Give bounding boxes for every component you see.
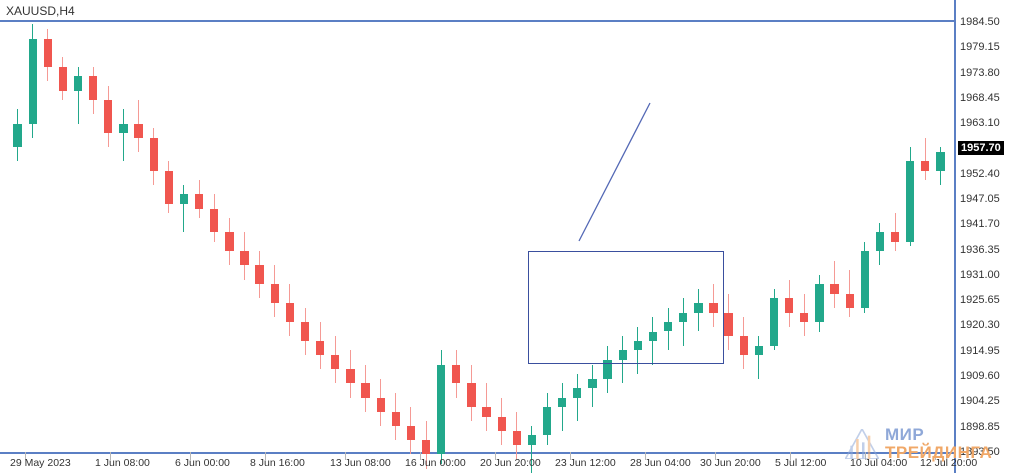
bottom-axis-line (0, 452, 954, 454)
x-axis-date-label: 28 Jun 04:00 (630, 457, 691, 469)
candle-wick (925, 138, 926, 181)
bearish-candle[interactable] (392, 412, 400, 426)
consolidation-rectangle[interactable] (528, 251, 724, 364)
price-tick-label: 1947.05 (960, 193, 1018, 205)
candle-wick (758, 336, 759, 379)
bullish-candle[interactable] (861, 251, 869, 308)
watermark-line1: МИР (885, 426, 992, 444)
price-tick-label: 1968.45 (960, 92, 1018, 104)
bearish-candle[interactable] (165, 171, 173, 204)
bearish-candle[interactable] (513, 431, 521, 445)
bullish-candle[interactable] (770, 298, 778, 345)
x-axis-date-label: 23 Jun 12:00 (555, 457, 616, 469)
price-tick-label: 1909.60 (960, 370, 1018, 382)
price-tick-label: 1979.15 (960, 41, 1018, 53)
bearish-candle[interactable] (89, 76, 97, 100)
price-tick-label: 1920.30 (960, 319, 1018, 331)
bullish-candle[interactable] (543, 407, 551, 435)
bullish-candle[interactable] (180, 194, 188, 203)
price-tick-label: 1925.65 (960, 294, 1018, 306)
bullish-candle[interactable] (588, 379, 596, 388)
x-axis-date-label: 16 Jun 00:00 (405, 457, 466, 469)
bearish-candle[interactable] (740, 336, 748, 355)
bearish-candle[interactable] (286, 303, 294, 322)
x-axis-date-label: 13 Jun 08:00 (330, 457, 391, 469)
bullish-candle[interactable] (573, 388, 581, 397)
current-price-label: 1957.70 (958, 141, 1004, 155)
x-axis-date-label: 20 Jun 20:00 (480, 457, 541, 469)
bearish-candle[interactable] (240, 251, 248, 265)
bullish-candle[interactable] (528, 435, 536, 444)
price-tick-label: 1963.10 (960, 117, 1018, 129)
top-axis-line (0, 20, 954, 22)
bearish-candle[interactable] (891, 232, 899, 241)
x-axis-date-label: 6 Jun 00:00 (175, 457, 230, 469)
price-tick-label: 1941.70 (960, 218, 1018, 230)
bearish-candle[interactable] (59, 67, 67, 91)
price-tick-label: 1936.35 (960, 244, 1018, 256)
x-axis-date-label: 8 Jun 16:00 (250, 457, 305, 469)
chart-window: XAUUSD,H4 1984.50 1979.15 1973.80 1968.45 19… (0, 0, 1024, 473)
bearish-candle[interactable] (498, 417, 506, 431)
bullish-candle[interactable] (876, 232, 884, 251)
watermark-line2: ТРЕЙДИНГА (885, 444, 992, 462)
x-axis-date-label: 30 Jun 20:00 (700, 457, 761, 469)
bullish-candle[interactable] (74, 76, 82, 90)
trading-logo-icon (845, 429, 879, 459)
bearish-candle[interactable] (104, 100, 112, 133)
price-tick-label: 1931.00 (960, 269, 1018, 281)
bearish-candle[interactable] (271, 284, 279, 303)
candle-wick (562, 383, 563, 430)
bearish-candle[interactable] (44, 39, 52, 67)
bearish-candle[interactable] (331, 355, 339, 369)
bearish-candle[interactable] (195, 194, 203, 208)
bearish-candle[interactable] (846, 294, 854, 308)
candle-wick (183, 185, 184, 232)
bullish-candle[interactable] (755, 346, 763, 355)
x-axis-date-label: 5 Jul 12:00 (775, 457, 826, 469)
bearish-candle[interactable] (255, 265, 263, 284)
bearish-candle[interactable] (210, 209, 218, 233)
bearish-candle[interactable] (467, 383, 475, 407)
bullish-candle[interactable] (437, 365, 445, 455)
price-tick-label: 1952.40 (960, 168, 1018, 180)
bullish-candle[interactable] (13, 124, 21, 148)
trend-line (0, 0, 1024, 473)
bearish-candle[interactable] (225, 232, 233, 251)
bearish-candle[interactable] (316, 341, 324, 355)
bearish-candle[interactable] (724, 313, 732, 337)
x-axis-date-label: 1 Jun 08:00 (95, 457, 150, 469)
candle-wick (577, 374, 578, 421)
bearish-candle[interactable] (407, 426, 415, 440)
price-tick-label: 1904.25 (960, 395, 1018, 407)
bearish-candle[interactable] (377, 398, 385, 412)
price-tick-label: 1984.50 (960, 16, 1018, 28)
bullish-candle[interactable] (29, 39, 37, 124)
bearish-candle[interactable] (361, 383, 369, 397)
price-tick-label: 1914.95 (960, 345, 1018, 357)
price-tick-label: 1973.80 (960, 67, 1018, 79)
bearish-candle[interactable] (346, 369, 354, 383)
bullish-candle[interactable] (119, 124, 127, 133)
bearish-candle[interactable] (921, 161, 929, 170)
bearish-candle[interactable] (150, 138, 158, 171)
bullish-candle[interactable] (936, 152, 944, 171)
symbol-title: XAUUSD,H4 (6, 4, 75, 18)
x-axis-date-label: 29 May 2023 (10, 457, 71, 469)
right-axis-line (954, 0, 956, 473)
bullish-candle[interactable] (815, 284, 823, 322)
bearish-candle[interactable] (785, 298, 793, 312)
candle-wick (123, 109, 124, 161)
bearish-candle[interactable] (452, 365, 460, 384)
bullish-candle[interactable] (558, 398, 566, 407)
bearish-candle[interactable] (301, 322, 309, 341)
bearish-candle[interactable] (422, 440, 430, 454)
bullish-candle[interactable] (906, 161, 914, 241)
bearish-candle[interactable] (800, 313, 808, 322)
bearish-candle[interactable] (482, 407, 490, 416)
watermark-logo: МИР ТРЕЙДИНГА (845, 420, 1020, 468)
bearish-candle[interactable] (830, 284, 838, 293)
bearish-candle[interactable] (134, 124, 142, 138)
